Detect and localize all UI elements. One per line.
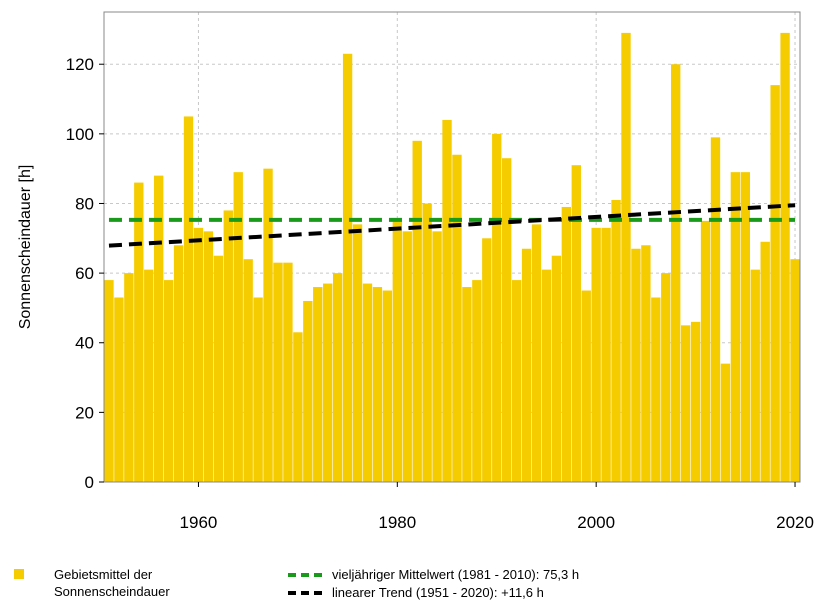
bar [680,325,691,482]
y-tick-label: 120 [66,55,94,74]
bar [571,165,581,482]
plot-frame [103,11,801,483]
bar [303,300,313,482]
bar [710,137,721,483]
bar [690,321,701,482]
bar [134,182,144,482]
bar [313,287,323,482]
bar [114,297,124,482]
bar [581,290,591,482]
bar [621,32,631,483]
bar [740,172,750,483]
bar [144,269,154,482]
bar [780,32,790,483]
x-tick-label: 1980 [378,513,416,532]
bar [362,283,373,482]
bar [163,280,174,482]
y-tick-label: 40 [75,334,94,353]
bar [154,175,164,482]
bar [323,283,333,482]
bar [412,140,422,482]
bar [332,273,343,482]
bar [263,168,273,482]
bar [700,220,711,482]
bar [442,119,452,482]
bar [243,259,253,482]
bar [183,116,194,482]
bar [531,224,542,483]
bar [223,210,233,482]
bar [104,280,114,482]
bar [352,224,363,483]
bars [104,32,800,483]
bar [213,255,224,482]
bar [342,53,353,483]
bar [730,172,741,483]
bar [372,287,383,482]
bar [671,64,681,482]
bar [760,241,770,482]
bar [283,262,293,482]
bar [631,248,641,482]
bar [541,269,552,482]
bar [511,280,522,482]
bar [551,255,562,482]
bar [382,290,393,482]
bar [482,238,492,482]
bar [521,248,532,482]
bar [273,262,283,482]
x-tick-label: 2020 [776,513,814,532]
x-tick-label: 1960 [180,513,218,532]
bar [452,154,462,483]
bar [392,220,402,482]
bar [432,231,442,482]
bar [233,172,243,483]
y-tick-label: 60 [75,264,94,283]
bar [601,227,611,482]
bar [561,206,572,483]
bar [492,133,502,482]
bar [193,227,204,482]
bar [661,273,671,482]
bar [462,287,472,482]
y-tick-label: 80 [75,194,94,213]
bar [591,227,601,482]
x-tick-label: 2000 [577,513,615,532]
y-tick-label: 0 [85,473,94,492]
bar [502,158,512,482]
bar [770,85,780,482]
y-tick-label: 100 [66,125,94,144]
bar [422,203,432,482]
bar [124,273,134,482]
bar [173,245,184,482]
bar [293,332,303,482]
reference-lines [108,203,796,248]
bar [253,297,263,482]
y-tick-label: 20 [75,403,94,422]
bar [750,269,760,482]
y-axis-label: Sonnenscheindauer [h] [17,165,34,330]
bar [790,259,800,482]
bar [720,363,731,482]
bar [402,231,412,482]
bar [641,245,651,482]
bar [651,297,661,482]
bar [472,280,482,482]
trend-line [108,203,796,248]
axes: 0 20 40 60 80 100 120 1960 1980 2000 2020 [66,55,814,532]
bar [611,200,621,482]
bar [203,231,214,482]
